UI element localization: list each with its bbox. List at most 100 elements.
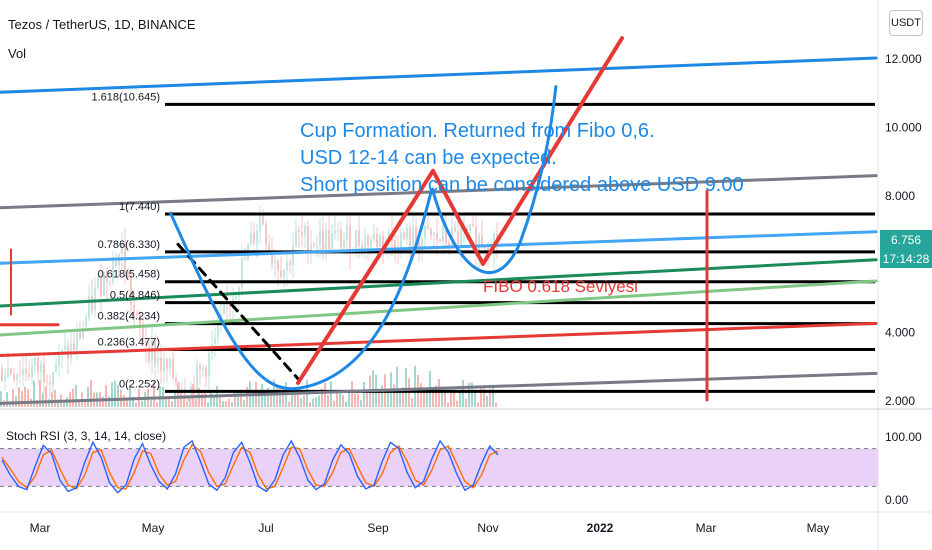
candle-body	[313, 244, 315, 246]
candle-body	[127, 272, 129, 277]
volume-bar	[438, 379, 440, 407]
volume-bar	[486, 395, 488, 407]
candle-body	[367, 235, 369, 247]
volume-bar	[414, 365, 416, 407]
candle-body	[430, 229, 432, 236]
candle-body	[319, 230, 321, 246]
candle-body	[112, 260, 114, 283]
candle-body	[223, 302, 225, 314]
candle-body	[460, 229, 462, 247]
volume-bar	[324, 383, 326, 407]
candle-body	[418, 241, 420, 251]
candle-body	[472, 224, 474, 227]
candle-body	[175, 377, 177, 383]
volume-bar	[72, 388, 74, 407]
candle-body	[16, 374, 18, 381]
candle-body	[358, 230, 360, 246]
candle-body	[202, 367, 204, 370]
volume-bar	[87, 386, 89, 407]
volume-bar	[318, 395, 320, 407]
candle-body	[322, 230, 324, 251]
volume-bar	[312, 398, 314, 407]
candle-body	[277, 260, 279, 270]
volume-bar	[225, 401, 227, 407]
candle-body	[85, 317, 87, 328]
volume-bar	[327, 394, 329, 407]
candle-body	[427, 225, 429, 230]
candle-body	[361, 245, 363, 252]
candle-body	[31, 365, 33, 377]
candle-body	[301, 232, 303, 236]
candle-body	[13, 373, 15, 381]
candle-body	[154, 340, 156, 365]
candle-body	[448, 242, 450, 248]
volume-bar	[264, 389, 266, 407]
volume-bar	[0, 391, 2, 407]
volume-bar	[57, 399, 59, 407]
candle-body	[148, 346, 150, 362]
candle-body	[184, 389, 186, 398]
volume-bar	[333, 400, 335, 407]
cup-annotation-line: USD 12-14 can be expected.	[300, 147, 557, 169]
candle-body	[169, 358, 171, 369]
time-tick-label: Jul	[258, 521, 273, 535]
red-leg-down	[431, 168, 485, 266]
volume-bar	[279, 384, 281, 407]
candle-body	[379, 235, 381, 248]
fib-level-label: 1.618(10.645)	[92, 91, 161, 103]
volume-bar	[270, 392, 272, 407]
candle-body	[40, 363, 42, 372]
candle-body	[100, 276, 102, 296]
volume-bar	[393, 384, 395, 407]
time-tick-label: Mar	[30, 521, 51, 535]
volume-bar	[405, 368, 407, 407]
candle-body	[355, 230, 357, 250]
volume-bar	[456, 400, 458, 407]
candle-body	[145, 341, 147, 347]
volume-bar	[459, 392, 461, 407]
candle-body	[208, 353, 210, 377]
trendline-light-blue	[0, 230, 878, 265]
volume-bar	[483, 387, 485, 407]
volume-bar	[189, 397, 191, 407]
candle-body	[484, 247, 486, 249]
volume-bar	[219, 396, 221, 407]
candle-body	[454, 227, 456, 232]
price-tick-label: 12.000	[885, 52, 922, 66]
price-tick-label: 4.000	[885, 326, 915, 340]
volume-bar	[228, 398, 230, 407]
volume-bar	[126, 397, 128, 407]
candle-body	[58, 351, 60, 366]
candle-body	[337, 229, 339, 231]
volume-bar	[135, 402, 137, 407]
candle-body	[349, 225, 351, 254]
trendline-green-light	[0, 279, 878, 337]
volume-bar	[387, 392, 389, 407]
volume-bar	[441, 388, 443, 407]
trendline-gray-lower	[0, 371, 878, 405]
volume-bar	[321, 388, 323, 407]
volume-bar	[411, 398, 413, 407]
volume-bar	[297, 386, 299, 407]
candle-body	[268, 244, 270, 254]
volume-bar	[354, 393, 356, 407]
candle-body	[64, 345, 66, 350]
currency-button[interactable]: USDT	[889, 10, 923, 36]
candle-body	[163, 358, 165, 371]
cup-curve	[168, 187, 434, 391]
volume-bar	[27, 389, 29, 407]
volume-bar	[471, 382, 473, 407]
candle-body	[52, 371, 54, 385]
price-tick-label: 2.000	[885, 394, 915, 408]
candle-body	[187, 397, 189, 401]
candle-body	[205, 367, 207, 377]
candle-body	[4, 376, 6, 381]
volume-bar	[474, 389, 476, 407]
volume-bar	[42, 392, 44, 407]
volume-bar	[360, 399, 362, 407]
candle-body	[34, 357, 36, 366]
candle-body	[229, 304, 231, 308]
candle-body	[433, 233, 435, 236]
candle-body	[412, 226, 414, 249]
